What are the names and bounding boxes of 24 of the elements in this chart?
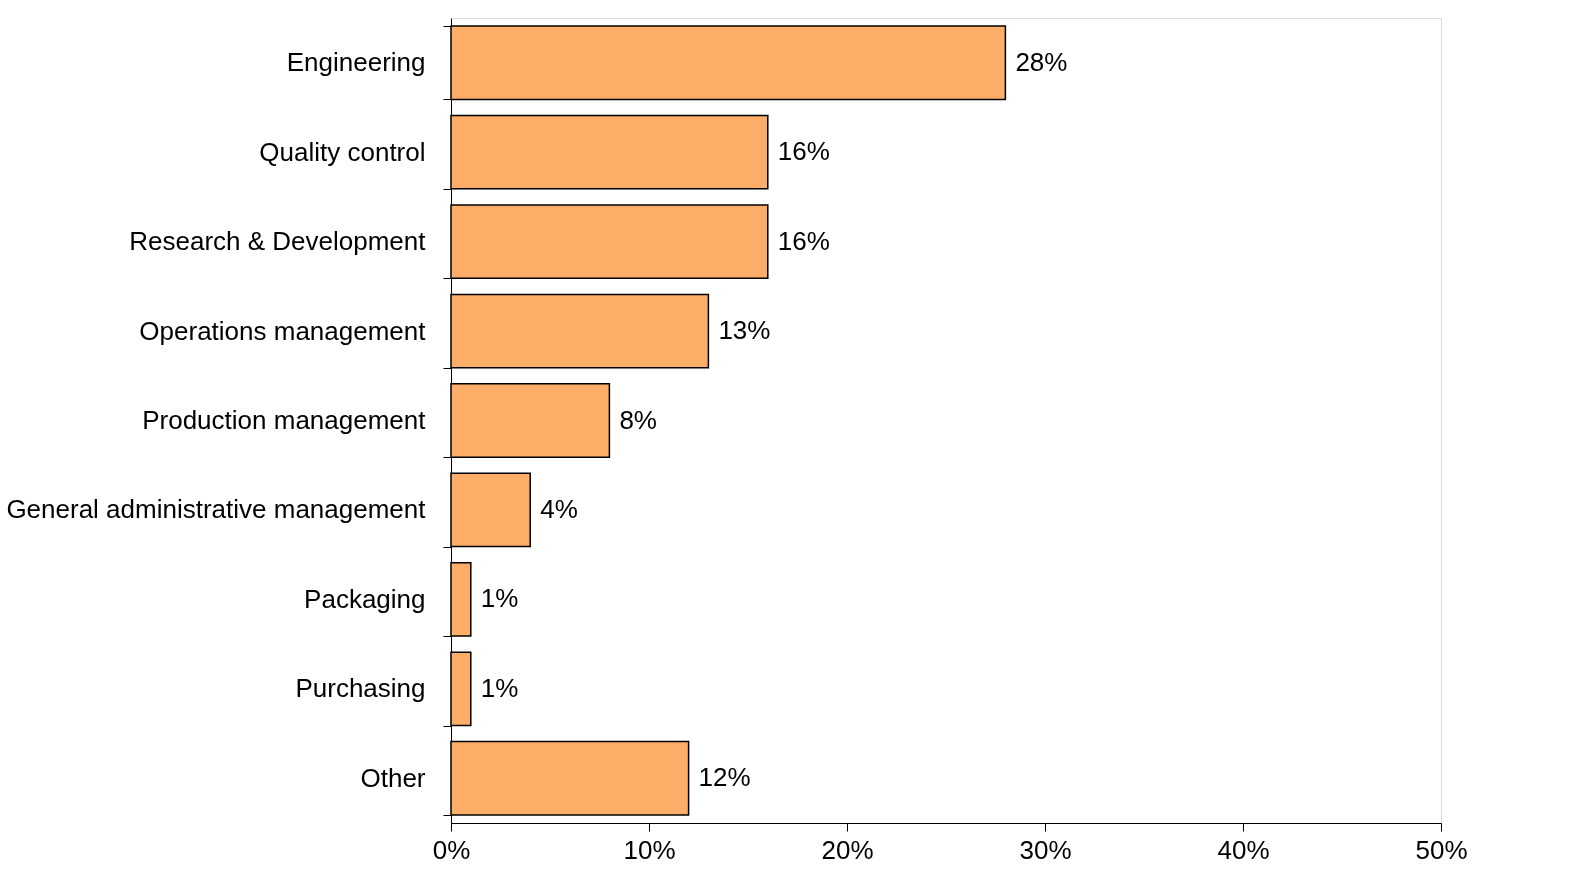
y-tick-label: Quality control xyxy=(259,136,426,167)
data-label: 16% xyxy=(777,225,830,256)
y-tick-label: Engineering xyxy=(286,47,426,78)
x-tick-label: 10% xyxy=(623,834,676,865)
data-label: 1% xyxy=(480,583,519,614)
data-label: 28% xyxy=(1015,46,1068,77)
data-label: 16% xyxy=(777,136,830,167)
y-tick-label: Other xyxy=(360,762,426,793)
y-tick-label: Operations management xyxy=(139,315,427,346)
data-label: 4% xyxy=(540,493,578,524)
x-tick-label: 40% xyxy=(1217,834,1270,865)
data-label: 1% xyxy=(480,672,519,703)
x-tick-label: 30% xyxy=(1019,834,1072,865)
x-tick-label: 20% xyxy=(821,834,874,865)
y-tick-label: Purchasing xyxy=(295,673,426,704)
data-label: 12% xyxy=(698,762,751,793)
y-tick-label: Research & Development xyxy=(129,226,427,257)
x-tick-label: 50% xyxy=(1415,834,1468,865)
data-label: 8% xyxy=(619,404,657,435)
y-tick-label: General administrative management xyxy=(6,494,427,525)
x-tick-label: 0% xyxy=(432,834,471,865)
data-label: 13% xyxy=(718,315,771,346)
y-tick-label: Packaging xyxy=(304,583,426,614)
y-tick-label: Production management xyxy=(142,405,427,435)
